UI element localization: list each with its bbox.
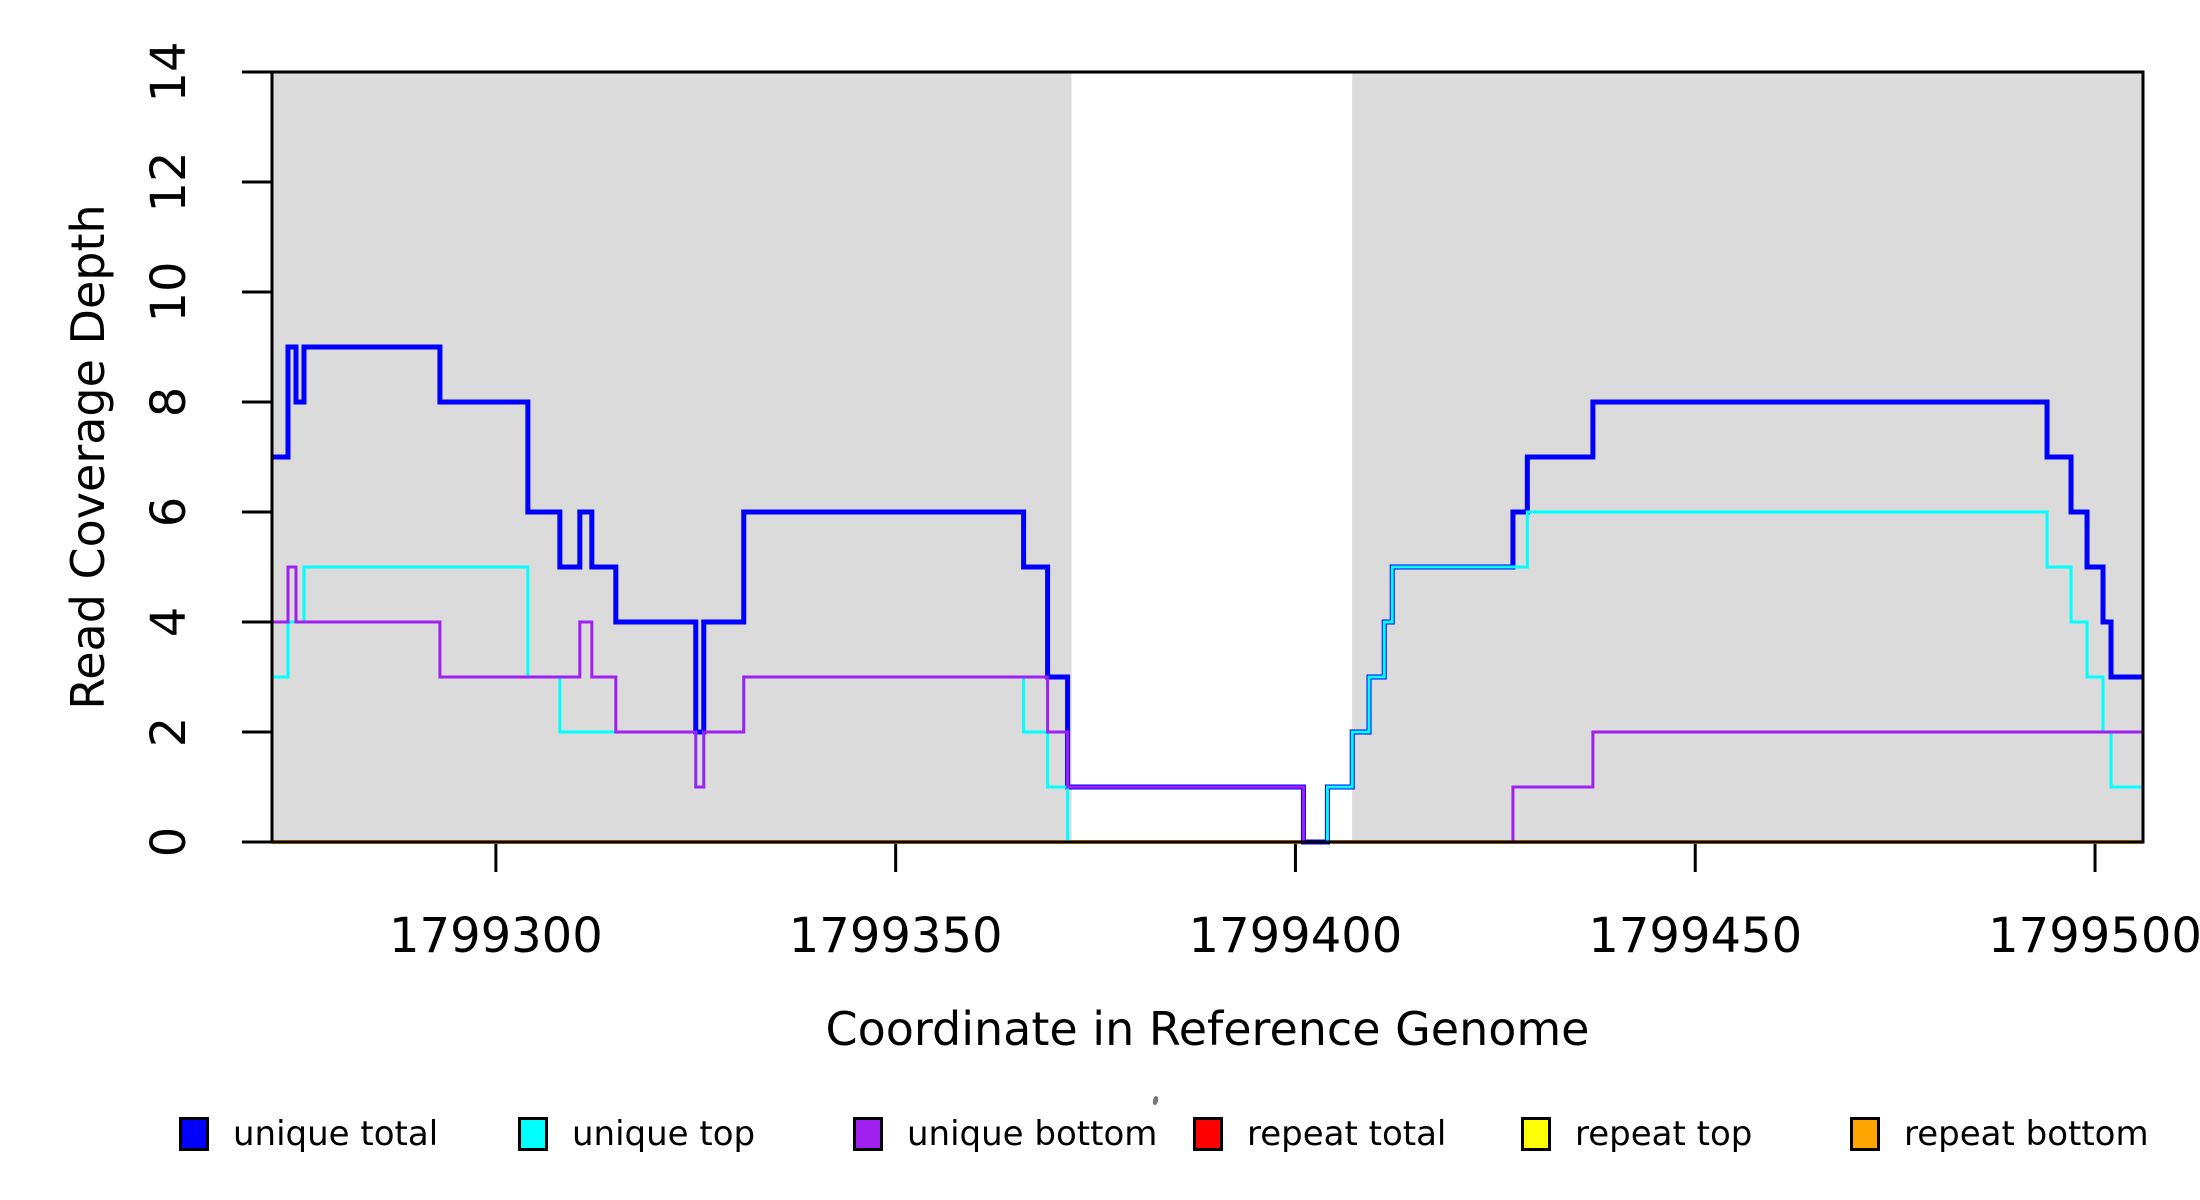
annotation-band-right bbox=[1352, 72, 2143, 842]
series-unique-top bbox=[272, 510, 2143, 844]
legend-label: repeat bottom bbox=[1904, 1114, 2149, 1154]
y-tick-label: 12 bbox=[141, 151, 197, 212]
legend-label: unique total bbox=[233, 1114, 439, 1154]
legend-item-unique-bottom: unique bottom bbox=[853, 1110, 1157, 1158]
x-tick-label: 1799400 bbox=[1189, 908, 1403, 964]
legend-label: repeat top bbox=[1575, 1114, 1753, 1154]
y-tick-label: 0 bbox=[141, 827, 197, 858]
y-tick-label: 8 bbox=[141, 387, 197, 418]
legend-item-repeat-total: repeat total bbox=[1193, 1110, 1446, 1158]
legend-label: unique bottom bbox=[907, 1114, 1158, 1154]
legend-item-unique-total: unique total bbox=[179, 1110, 438, 1158]
x-tick-label: 1799350 bbox=[789, 908, 1003, 964]
legend-swatch-repeat-bottom bbox=[1850, 1117, 1880, 1151]
x-tick-label: 1799450 bbox=[1588, 908, 1802, 964]
y-tick-label: 14 bbox=[141, 41, 197, 102]
y-tick-label: 2 bbox=[141, 717, 197, 748]
y-tick-label: 6 bbox=[141, 497, 197, 528]
legend-swatch-repeat-top bbox=[1521, 1117, 1551, 1151]
legend-swatch-unique-bottom bbox=[853, 1117, 883, 1151]
plot-frame bbox=[270, 70, 2145, 844]
legend-item-repeat-bottom: repeat bottom bbox=[1850, 1110, 2149, 1158]
legend-item-unique-top: unique top bbox=[518, 1110, 755, 1158]
annotation-band-left bbox=[272, 72, 1072, 842]
legend-label: repeat total bbox=[1247, 1114, 1447, 1154]
legend-swatch-unique-total bbox=[179, 1117, 209, 1151]
legend-label: unique top bbox=[572, 1114, 756, 1154]
legend-swatch-repeat-total bbox=[1193, 1117, 1223, 1151]
x-tick-label: 1799300 bbox=[389, 908, 603, 964]
y-tick-label: 10 bbox=[141, 261, 197, 322]
y-axis-title: Read Coverage Depth bbox=[61, 204, 115, 710]
y-tick-label: 4 bbox=[141, 607, 197, 638]
legend-item-repeat-top: repeat top bbox=[1521, 1110, 1752, 1158]
x-axis-title: Coordinate in Reference Genome bbox=[825, 1002, 1590, 1056]
legend-swatch-unique-top bbox=[518, 1117, 548, 1151]
x-tick-label: 1799500 bbox=[1988, 908, 2200, 964]
